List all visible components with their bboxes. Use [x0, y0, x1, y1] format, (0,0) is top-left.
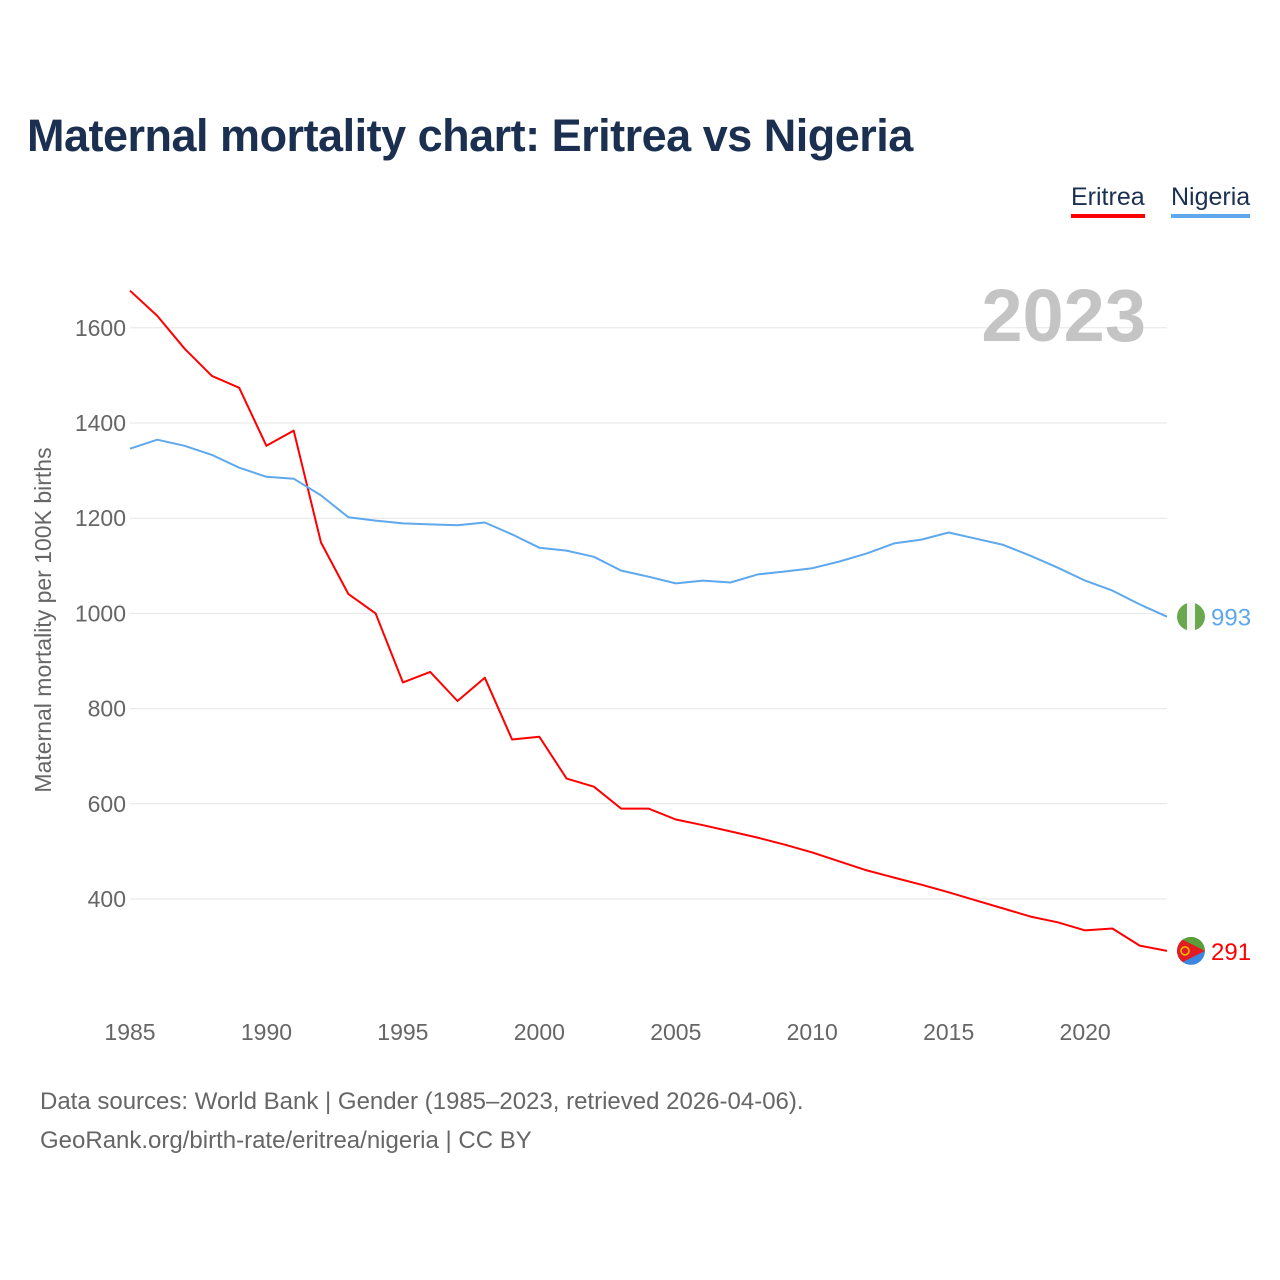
data-sources: Data sources: World Bank | Gender (1985–…	[40, 1088, 804, 1115]
y-tick-label: 1000	[75, 600, 126, 626]
chart-title: Maternal mortality chart: Eritrea vs Nig…	[27, 110, 913, 161]
legend-nigeria[interactable]: Nigeria	[1171, 183, 1251, 218]
credit-link[interactable]: GeoRank.org/birth-rate/eritrea/nigeria |…	[40, 1127, 532, 1154]
y-tick-label: 1200	[75, 505, 126, 531]
nigeria-flag-icon	[1177, 602, 1205, 631]
end-value-label-nigeria: 993	[1211, 605, 1251, 632]
x-tick-label: 1990	[241, 1019, 292, 1045]
end-value-label-eritrea: 291	[1211, 939, 1251, 966]
y-tick-label: 1400	[75, 410, 126, 436]
eritrea-flag-icon	[1177, 936, 1205, 965]
x-tick-label: 2010	[787, 1019, 838, 1045]
y-tick-label: 600	[88, 791, 126, 817]
x-tick-label: 2015	[923, 1019, 974, 1045]
legend-eritrea[interactable]: Eritrea	[1071, 183, 1145, 218]
x-tick-label: 2005	[650, 1019, 701, 1045]
y-axis-label: Maternal mortality per 100K births	[30, 447, 56, 792]
x-tick-label: 1995	[377, 1019, 428, 1045]
y-tick-label: 400	[88, 886, 126, 912]
x-tick-label: 1985	[104, 1019, 155, 1045]
y-tick-label: 800	[88, 696, 126, 722]
y-tick-label: 1600	[75, 315, 126, 341]
x-tick-label: 2000	[514, 1019, 565, 1045]
series-line-eritrea	[129, 289, 1168, 952]
series-line-nigeria	[129, 438, 1168, 618]
x-tick-label: 2020	[1060, 1019, 1111, 1045]
year-label: 2023	[981, 274, 1146, 357]
